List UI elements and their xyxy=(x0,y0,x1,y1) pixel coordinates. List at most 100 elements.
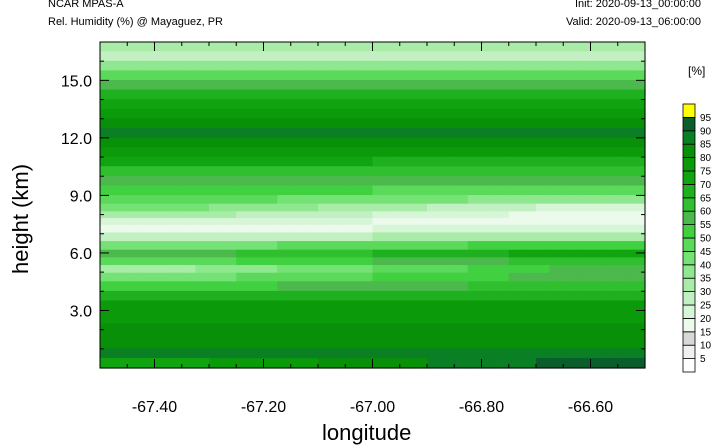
field-cell xyxy=(181,175,196,186)
field-cell xyxy=(263,146,278,157)
field-cell xyxy=(631,347,646,359)
field-cell xyxy=(249,194,265,204)
field-cell xyxy=(604,347,619,359)
field-cell xyxy=(590,156,605,167)
field-cell xyxy=(140,210,156,219)
field-cell xyxy=(113,231,128,242)
field-cell xyxy=(331,224,346,233)
field-cell xyxy=(536,322,551,337)
field-cell xyxy=(413,69,428,80)
field-cell xyxy=(536,127,551,138)
field-cell xyxy=(427,42,442,52)
field-cell xyxy=(277,165,292,176)
field-cell xyxy=(263,184,278,196)
field-cell xyxy=(236,299,251,312)
field-cell xyxy=(413,156,428,167)
field-cell xyxy=(154,249,169,258)
field-cell xyxy=(481,175,496,186)
field-cell xyxy=(263,299,278,312)
field-cell xyxy=(604,127,619,138)
field-cell xyxy=(576,60,592,71)
field-cell xyxy=(331,146,346,157)
field-cell xyxy=(508,210,523,219)
field-cell xyxy=(372,88,387,100)
field-cell xyxy=(399,156,414,167)
field-cell xyxy=(358,264,374,273)
colorbar-swatch xyxy=(682,143,696,158)
field-cell xyxy=(195,357,210,369)
field-cell xyxy=(236,280,251,291)
field-cell xyxy=(399,322,414,337)
field-cell xyxy=(549,231,564,242)
colorbar-label: 65 xyxy=(700,193,712,204)
field-cell xyxy=(140,347,156,359)
field-cell xyxy=(222,79,237,90)
field-cell xyxy=(127,224,142,233)
field-cell xyxy=(454,224,469,233)
field-cell xyxy=(100,165,115,176)
field-cell xyxy=(290,98,305,109)
field-cell xyxy=(113,194,128,204)
field-cell xyxy=(263,117,278,128)
colorbar-label: 45 xyxy=(700,247,712,258)
field-cell xyxy=(127,127,142,138)
field-cell xyxy=(522,156,537,167)
field-cell xyxy=(440,290,455,301)
field-cell xyxy=(318,203,333,212)
field-cell xyxy=(508,280,523,291)
field-cell xyxy=(631,272,646,282)
field-cell xyxy=(318,79,333,90)
field-cell xyxy=(495,117,510,128)
field-cell xyxy=(372,98,387,109)
field-cell xyxy=(372,165,387,176)
field-cell xyxy=(154,299,169,312)
y-axis-title: height (km) xyxy=(8,163,33,274)
field-cell xyxy=(522,146,537,157)
x-tick-label: -67.20 xyxy=(241,399,286,416)
field-cell xyxy=(549,280,564,291)
field-cell xyxy=(495,240,510,250)
field-cell xyxy=(386,108,401,119)
field-cell xyxy=(100,357,115,369)
field-cell xyxy=(481,146,496,157)
field-cell xyxy=(536,210,551,219)
field-cell xyxy=(277,136,292,148)
field-cell xyxy=(290,175,305,186)
field-cell xyxy=(140,156,156,167)
field-cell xyxy=(358,108,374,119)
colorbar-label: 70 xyxy=(700,180,712,191)
field-cell xyxy=(331,249,346,258)
field-cell xyxy=(331,127,346,138)
field-cell xyxy=(522,322,537,337)
field-cell xyxy=(100,256,115,266)
field-cell xyxy=(576,336,592,349)
field-cell xyxy=(236,272,251,282)
colorbar-label: 25 xyxy=(700,301,712,312)
field-cell xyxy=(263,127,278,138)
field-cell xyxy=(522,357,537,369)
field-cell xyxy=(399,249,414,258)
field-cell xyxy=(440,357,455,369)
field-cell xyxy=(454,127,469,138)
field-cell xyxy=(495,357,510,369)
field-cell xyxy=(413,117,428,128)
field-cell xyxy=(345,310,360,324)
field-cell xyxy=(249,249,265,258)
field-cell xyxy=(617,264,632,273)
field-cell xyxy=(277,184,292,196)
field-cell xyxy=(358,117,374,128)
field-cell xyxy=(631,256,646,266)
field-cell xyxy=(113,69,128,80)
field-cell xyxy=(372,146,387,157)
field-cell xyxy=(481,117,496,128)
field-cell xyxy=(100,42,115,52)
field-cell xyxy=(358,290,374,301)
field-cell xyxy=(604,264,619,273)
field-cell xyxy=(358,310,374,324)
field-cell xyxy=(222,60,237,71)
field-cell xyxy=(590,280,605,291)
field-cell xyxy=(454,175,469,186)
field-cell xyxy=(168,224,183,233)
field-cell xyxy=(113,165,128,176)
field-cell xyxy=(522,79,537,90)
